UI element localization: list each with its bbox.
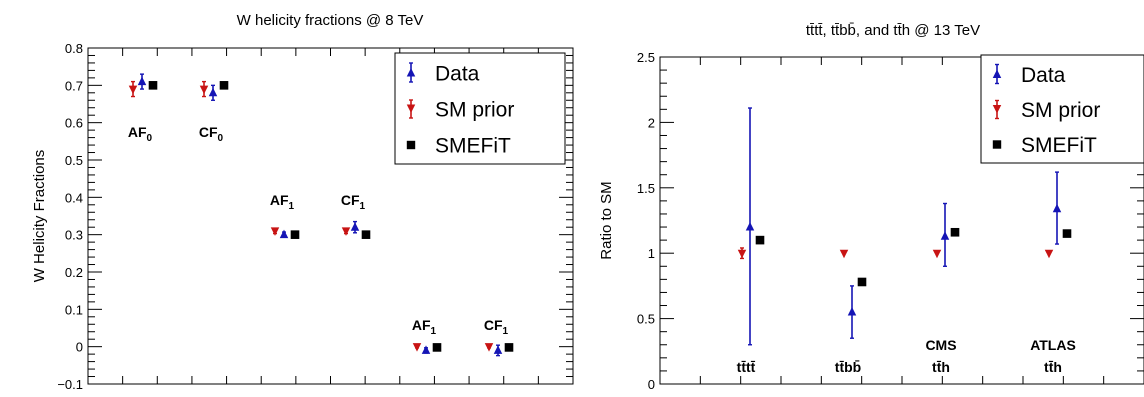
category-label: AF1 bbox=[412, 317, 437, 337]
legend-marker-data bbox=[992, 69, 1002, 78]
category-label: tt̄bb̄ bbox=[835, 358, 861, 375]
data-point bbox=[1052, 203, 1062, 213]
smefit-point bbox=[432, 343, 442, 352]
legend-label: SM prior bbox=[1021, 99, 1100, 122]
chart-title: tt̄tt̄, tt̄bb̄, and tt̄h @ 13 TeV bbox=[806, 22, 980, 39]
y-tick-label: −0.1 bbox=[57, 377, 83, 392]
legend-entry: Data bbox=[406, 62, 480, 86]
y-axis-label: Ratio to SM bbox=[598, 181, 615, 259]
category-label: AF0 bbox=[128, 124, 153, 144]
data-point bbox=[350, 222, 360, 231]
smefit-point bbox=[148, 81, 158, 90]
category-label: CF1 bbox=[341, 192, 366, 212]
category-label: AF1 bbox=[270, 192, 295, 212]
y-tick-label: 0.6 bbox=[65, 116, 83, 131]
sm-prior-point bbox=[737, 249, 747, 259]
y-tick-label: 2 bbox=[648, 115, 655, 130]
legend-box bbox=[394, 52, 566, 165]
sm-prior-point bbox=[484, 343, 494, 352]
sm-prior-point bbox=[199, 85, 209, 95]
y-tick-label: 2.5 bbox=[637, 50, 655, 65]
chart-title: W helicity fractions @ 8 TeV bbox=[237, 12, 424, 29]
category-label: tt̄tt̄ bbox=[737, 359, 756, 375]
smefit-point bbox=[857, 277, 867, 287]
category-label-top: ATLAS bbox=[1030, 337, 1076, 353]
y-tick-label: 0.5 bbox=[65, 153, 83, 168]
legend-entry: SM prior bbox=[406, 99, 514, 122]
data-point bbox=[279, 229, 289, 239]
y-tick-label: 0.1 bbox=[65, 302, 83, 317]
data-point bbox=[421, 345, 431, 354]
data-point bbox=[208, 87, 218, 97]
data-point bbox=[847, 307, 857, 316]
legend-entry: Data bbox=[992, 63, 1066, 87]
sm-prior-point bbox=[932, 249, 942, 259]
category-label: CF0 bbox=[199, 124, 224, 144]
y-tick-label: 1.5 bbox=[637, 181, 655, 196]
smefit-point bbox=[1062, 229, 1072, 238]
y-axis-label: W Helicity Fractions bbox=[31, 150, 48, 283]
y-tick-label: 0.2 bbox=[65, 265, 83, 280]
sm-prior-point bbox=[839, 249, 849, 259]
smefit-point bbox=[504, 343, 514, 352]
legend-label: SMEFiT bbox=[1021, 134, 1097, 157]
category-label-top: CMS bbox=[925, 337, 956, 353]
legend-marker-smefit bbox=[406, 140, 416, 150]
data-point bbox=[137, 76, 147, 86]
sm-prior-point bbox=[270, 227, 280, 236]
legend-marker-data bbox=[406, 68, 416, 77]
chart-w-helicity: W helicity fractions @ 8 TeV W Helicity F… bbox=[31, 12, 574, 392]
sm-prior-point bbox=[341, 227, 351, 236]
y-tick-label: 0.7 bbox=[65, 78, 83, 93]
y-tick-label: 0.8 bbox=[65, 41, 83, 56]
smefit-point bbox=[755, 235, 765, 245]
y-tick-label: 0 bbox=[76, 340, 83, 355]
legend-marker-smefit bbox=[992, 140, 1002, 149]
data-point bbox=[745, 222, 755, 231]
sm-prior-point bbox=[1044, 249, 1054, 259]
legend-entry: SMEFiT bbox=[406, 135, 511, 158]
legend-label: Data bbox=[1021, 64, 1066, 87]
legend-entry: SMEFiT bbox=[992, 134, 1097, 157]
legend-label: Data bbox=[435, 63, 480, 86]
smefit-point bbox=[950, 227, 960, 237]
y-tick-label: 0.5 bbox=[637, 312, 655, 327]
legend-label: SMEFiT bbox=[435, 135, 511, 158]
legend-label: SM prior bbox=[435, 99, 514, 122]
data-point bbox=[493, 345, 503, 354]
y-tick-label: 0.4 bbox=[65, 190, 83, 205]
y-tick-label: 1 bbox=[648, 246, 655, 261]
sm-prior-point bbox=[412, 343, 422, 352]
chart-ratio-to-sm: tt̄tt̄, tt̄bb̄, and tt̄h @ 13 TeV Ratio t… bbox=[598, 22, 1144, 392]
sm-prior-point bbox=[128, 85, 138, 95]
smefit-point bbox=[361, 230, 371, 239]
legend-marker-sm bbox=[406, 104, 416, 113]
y-tick-label: 0.3 bbox=[65, 228, 83, 243]
legend-box bbox=[980, 54, 1144, 164]
legend-entry: SM prior bbox=[992, 99, 1100, 122]
category-label: tt̄h bbox=[932, 359, 950, 375]
category-label: tt̄h bbox=[1044, 359, 1062, 375]
y-tick-label: 0 bbox=[648, 377, 655, 392]
category-label: CF1 bbox=[484, 317, 509, 337]
smefit-point bbox=[290, 230, 300, 239]
smefit-point bbox=[219, 81, 229, 90]
data-point bbox=[940, 231, 950, 240]
legend-marker-sm bbox=[992, 105, 1002, 114]
